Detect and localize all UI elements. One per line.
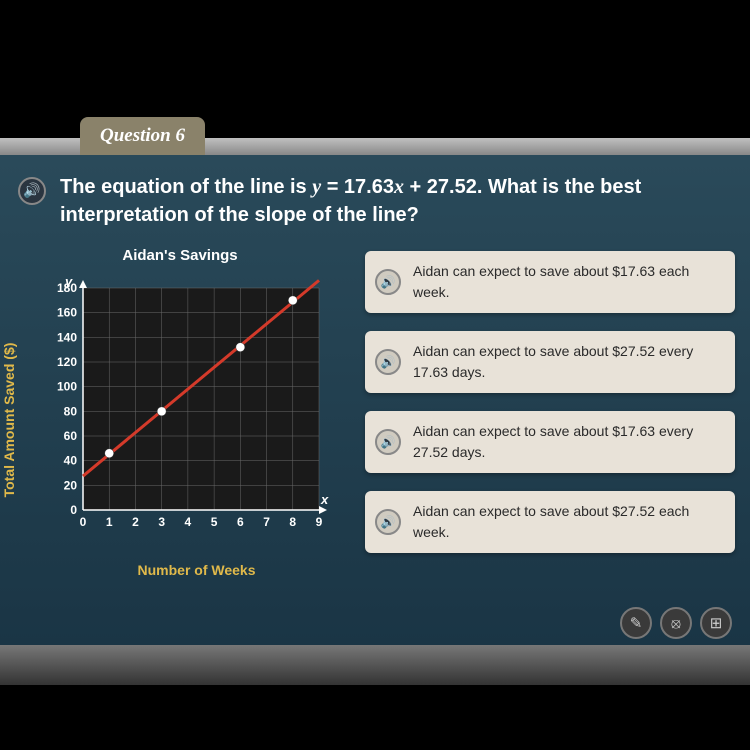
audio-icon[interactable]: 🔊 — [375, 429, 401, 455]
svg-text:120: 120 — [57, 355, 77, 369]
screenshot-root: Question 6 🔊 The equation of the line is… — [0, 0, 750, 750]
audio-icon[interactable]: 🔊 — [375, 509, 401, 535]
svg-text:80: 80 — [64, 404, 78, 418]
svg-text:1: 1 — [106, 515, 113, 529]
svg-text:140: 140 — [57, 330, 77, 344]
pencil-icon[interactable]: ✎ — [620, 607, 652, 639]
audio-icon[interactable]: 🔊 — [375, 349, 401, 375]
answer-option[interactable]: 🔊 Aidan can expect to save about $27.52 e… — [365, 331, 735, 393]
calculator-icon[interactable]: ⊞ — [700, 607, 732, 639]
chart-wrap: Total Amount Saved ($) 02040608010012014… — [15, 270, 345, 570]
answer-option[interactable]: 🔊 Aidan can expect to save about $17.63 e… — [365, 251, 735, 313]
svg-text:6: 6 — [237, 515, 244, 529]
question-prompt: 🔊 The equation of the line is y = 17.63x… — [0, 155, 750, 247]
answer-text: Aidan can expect to save about $27.52 ea… — [413, 501, 721, 543]
question-text: The equation of the line is y = 17.63x +… — [60, 176, 641, 226]
chart-svg: 0204060801001201401601800123456789yx — [43, 270, 333, 540]
svg-text:9: 9 — [316, 515, 323, 529]
svg-text:8: 8 — [289, 515, 296, 529]
svg-text:x: x — [320, 492, 329, 507]
answer-list: 🔊 Aidan can expect to save about $17.63 e… — [365, 247, 735, 570]
x-axis-label: Number of Weeks — [138, 562, 256, 578]
svg-text:60: 60 — [64, 429, 78, 443]
audio-icon[interactable]: 🔊 — [18, 177, 46, 205]
answer-option[interactable]: 🔊 Aidan can expect to save about $27.52 e… — [365, 491, 735, 553]
svg-text:3: 3 — [158, 515, 165, 529]
toolbar: ✎⦻⊞ — [620, 607, 732, 639]
svg-text:y: y — [64, 274, 73, 289]
chart-column: Aidan's Savings Total Amount Saved ($) 0… — [15, 247, 345, 570]
svg-text:4: 4 — [185, 515, 192, 529]
svg-text:0: 0 — [80, 515, 87, 529]
content-row: Aidan's Savings Total Amount Saved ($) 0… — [0, 247, 750, 570]
eraser-icon[interactable]: ⦻ — [660, 607, 692, 639]
svg-text:160: 160 — [57, 306, 77, 320]
svg-text:0: 0 — [70, 503, 77, 517]
y-axis-label: Total Amount Saved ($) — [1, 343, 17, 498]
question-tab[interactable]: Question 6 — [80, 117, 205, 155]
answer-text: Aidan can expect to save about $17.63 ea… — [413, 261, 721, 303]
answer-option[interactable]: 🔊 Aidan can expect to save about $17.63 e… — [365, 411, 735, 473]
device-bezel-bottom — [0, 645, 750, 685]
svg-text:5: 5 — [211, 515, 218, 529]
svg-text:7: 7 — [263, 515, 270, 529]
svg-text:20: 20 — [64, 478, 78, 492]
app-screen: Question 6 🔊 The equation of the line is… — [0, 155, 750, 645]
svg-text:40: 40 — [64, 454, 78, 468]
audio-icon[interactable]: 🔊 — [375, 269, 401, 295]
svg-text:2: 2 — [132, 515, 139, 529]
svg-text:100: 100 — [57, 380, 77, 394]
answer-text: Aidan can expect to save about $17.63 ev… — [413, 421, 721, 463]
chart-title: Aidan's Savings — [15, 247, 345, 264]
answer-text: Aidan can expect to save about $27.52 ev… — [413, 341, 721, 383]
